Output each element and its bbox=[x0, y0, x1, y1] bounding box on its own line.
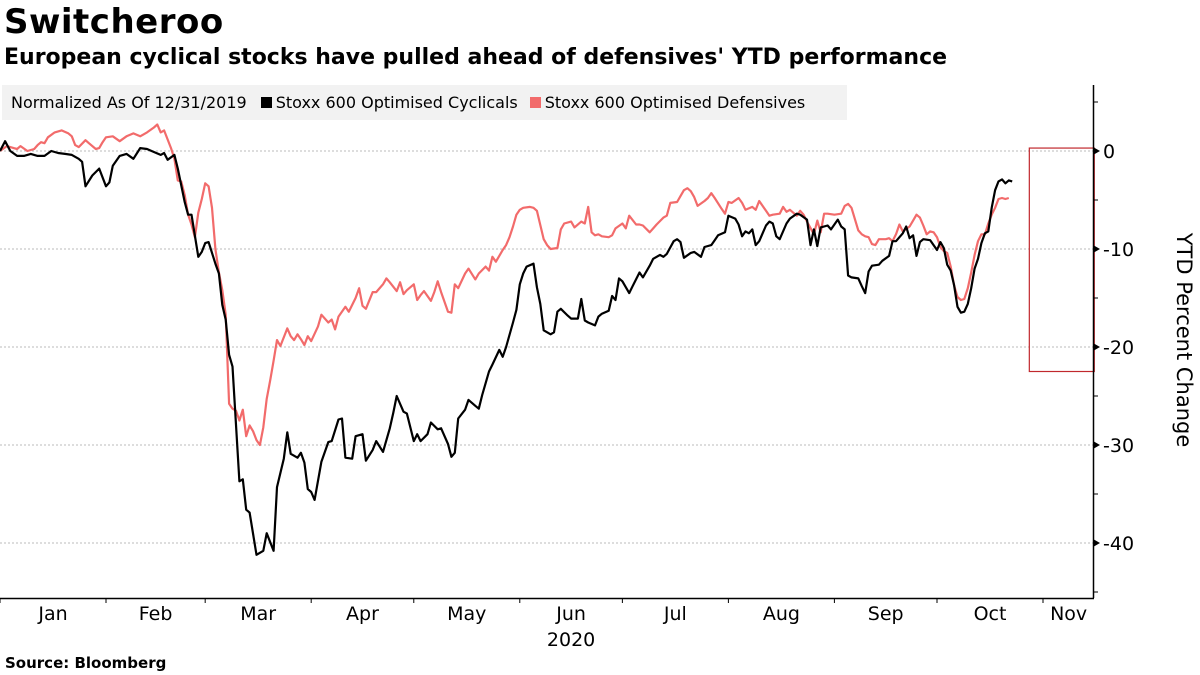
legend-swatch-cyclicals bbox=[260, 97, 272, 108]
x-tick-label: Oct bbox=[974, 603, 1007, 625]
x-tick-label: May bbox=[447, 603, 486, 625]
legend-item-cyclicals: Stoxx 600 Optimised Cyclicals bbox=[260, 93, 518, 112]
y-tick-major bbox=[1093, 343, 1100, 351]
legend-item-defensives: Stoxx 600 Optimised Defensives bbox=[529, 93, 806, 112]
x-tick-label: Mar bbox=[240, 603, 276, 625]
legend-swatch-defensives bbox=[529, 97, 541, 108]
y-tick-major bbox=[1093, 539, 1100, 547]
y-tick-label: -20 bbox=[1103, 337, 1134, 359]
x-year-label: 2020 bbox=[547, 629, 595, 651]
legend-label-defensives: Stoxx 600 Optimised Defensives bbox=[544, 93, 806, 112]
y-axis-label: YTD Percent Change bbox=[1172, 232, 1196, 448]
x-tick-label: Nov bbox=[1050, 603, 1087, 625]
y-tick-label: -10 bbox=[1103, 239, 1134, 261]
legend: Normalized As Of 12/31/2019 Stoxx 600 Op… bbox=[2, 85, 847, 120]
y-tick-label: -30 bbox=[1103, 435, 1134, 457]
x-tick-label: Feb bbox=[139, 603, 173, 625]
x-tick-label: Jul bbox=[663, 603, 687, 625]
series-layer bbox=[0, 123, 1013, 556]
series-line-defensives bbox=[0, 123, 1010, 447]
x-tick-label: Jun bbox=[555, 603, 586, 625]
series-line-cyclicals bbox=[0, 140, 1013, 556]
x-tick-label: Aug bbox=[763, 603, 800, 625]
y-tick-major bbox=[1093, 147, 1100, 155]
x-tick-label: Apr bbox=[346, 603, 379, 625]
y-tick-label: 0 bbox=[1103, 141, 1115, 163]
legend-label-cyclicals: Stoxx 600 Optimised Cyclicals bbox=[275, 93, 518, 112]
gridlines bbox=[0, 150, 1093, 544]
x-tick-label: Jan bbox=[37, 603, 67, 625]
y-tick-major bbox=[1093, 245, 1100, 253]
axes: 0 -10 -20 -30 -40 YTD Percent Change Jan Feb Mar… bbox=[0, 85, 1196, 651]
x-tick-label: Sep bbox=[868, 603, 904, 625]
legend-normalization-note: Normalized As Of 12/31/2019 bbox=[11, 93, 247, 112]
source-note: Source: Bloomberg bbox=[5, 654, 167, 672]
highlight-layer bbox=[1028, 147, 1095, 373]
y-tick-label: -40 bbox=[1103, 533, 1134, 555]
chart-title: Switcheroo bbox=[4, 2, 224, 42]
highlight-box bbox=[1028, 147, 1095, 373]
chart-subtitle: European cyclical stocks have pulled ahe… bbox=[4, 45, 948, 70]
y-tick-major bbox=[1093, 441, 1100, 449]
